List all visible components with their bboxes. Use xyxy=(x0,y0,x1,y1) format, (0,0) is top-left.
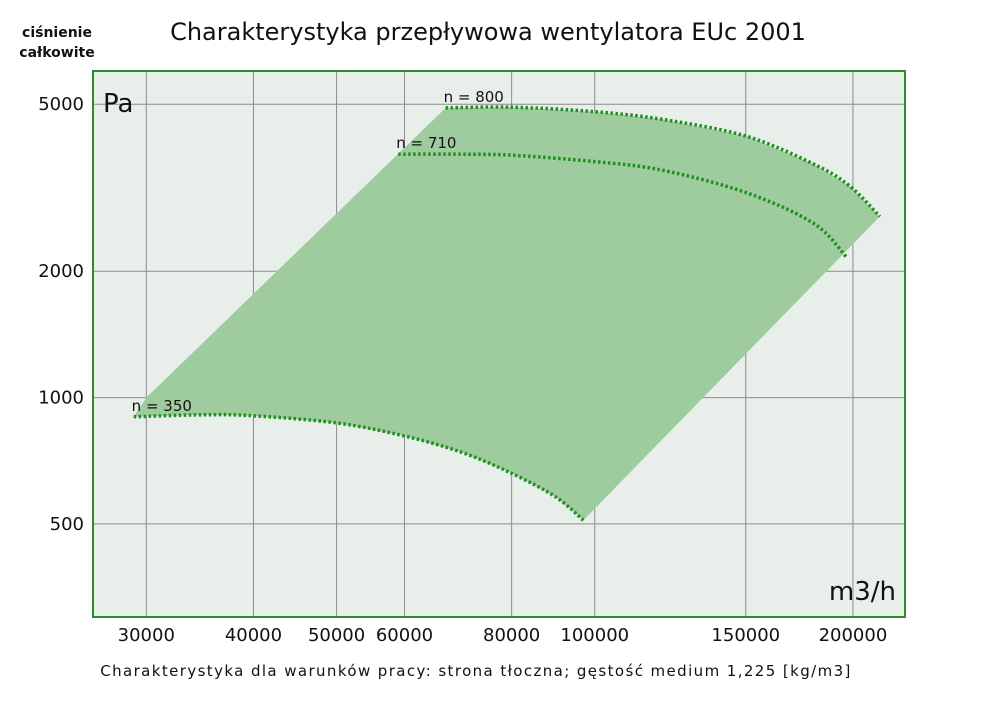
series-label: n = 350 xyxy=(132,397,192,415)
series-label: n = 710 xyxy=(396,134,456,152)
x-tick-label: 60000 xyxy=(376,625,433,646)
y-axis-label-line2: całkowite xyxy=(19,45,94,61)
chart-title: Charakterystyka przepływowa wentylatora … xyxy=(170,18,806,46)
y-tick-labels: 500 1000 2000 5000 xyxy=(38,94,84,535)
operating-area xyxy=(133,107,880,521)
series-curve xyxy=(133,412,585,522)
y-tick-label: 1000 xyxy=(38,388,84,409)
y-tick-label: 5000 xyxy=(38,94,84,115)
y-tick-label: 500 xyxy=(50,514,84,535)
series-curves xyxy=(133,105,882,522)
series-labels: n = 800 n = 710 n = 350 xyxy=(132,88,504,415)
x-unit-label: m3/h xyxy=(829,577,896,607)
series-curve xyxy=(445,105,882,218)
chart-caption: Charakterystyka dla warunków pracy: stro… xyxy=(100,662,852,680)
x-tick-label: 100000 xyxy=(560,625,629,646)
x-tick-label: 80000 xyxy=(483,625,540,646)
y-unit-label: Pa xyxy=(103,89,133,119)
y-tick-label: 2000 xyxy=(38,261,84,282)
series-label: n = 800 xyxy=(444,88,504,106)
x-tick-label: 30000 xyxy=(118,625,175,646)
x-tick-label: 40000 xyxy=(225,625,282,646)
x-tick-labels: 30000 40000 50000 60000 80000 100000 150000 200… xyxy=(118,625,888,646)
x-tick-label: 200000 xyxy=(819,625,888,646)
x-tick-label: 150000 xyxy=(711,625,780,646)
plot-frame xyxy=(92,70,906,618)
x-tick-label: 50000 xyxy=(308,625,365,646)
y-axis-label-line1: ciśnienie xyxy=(22,25,92,41)
